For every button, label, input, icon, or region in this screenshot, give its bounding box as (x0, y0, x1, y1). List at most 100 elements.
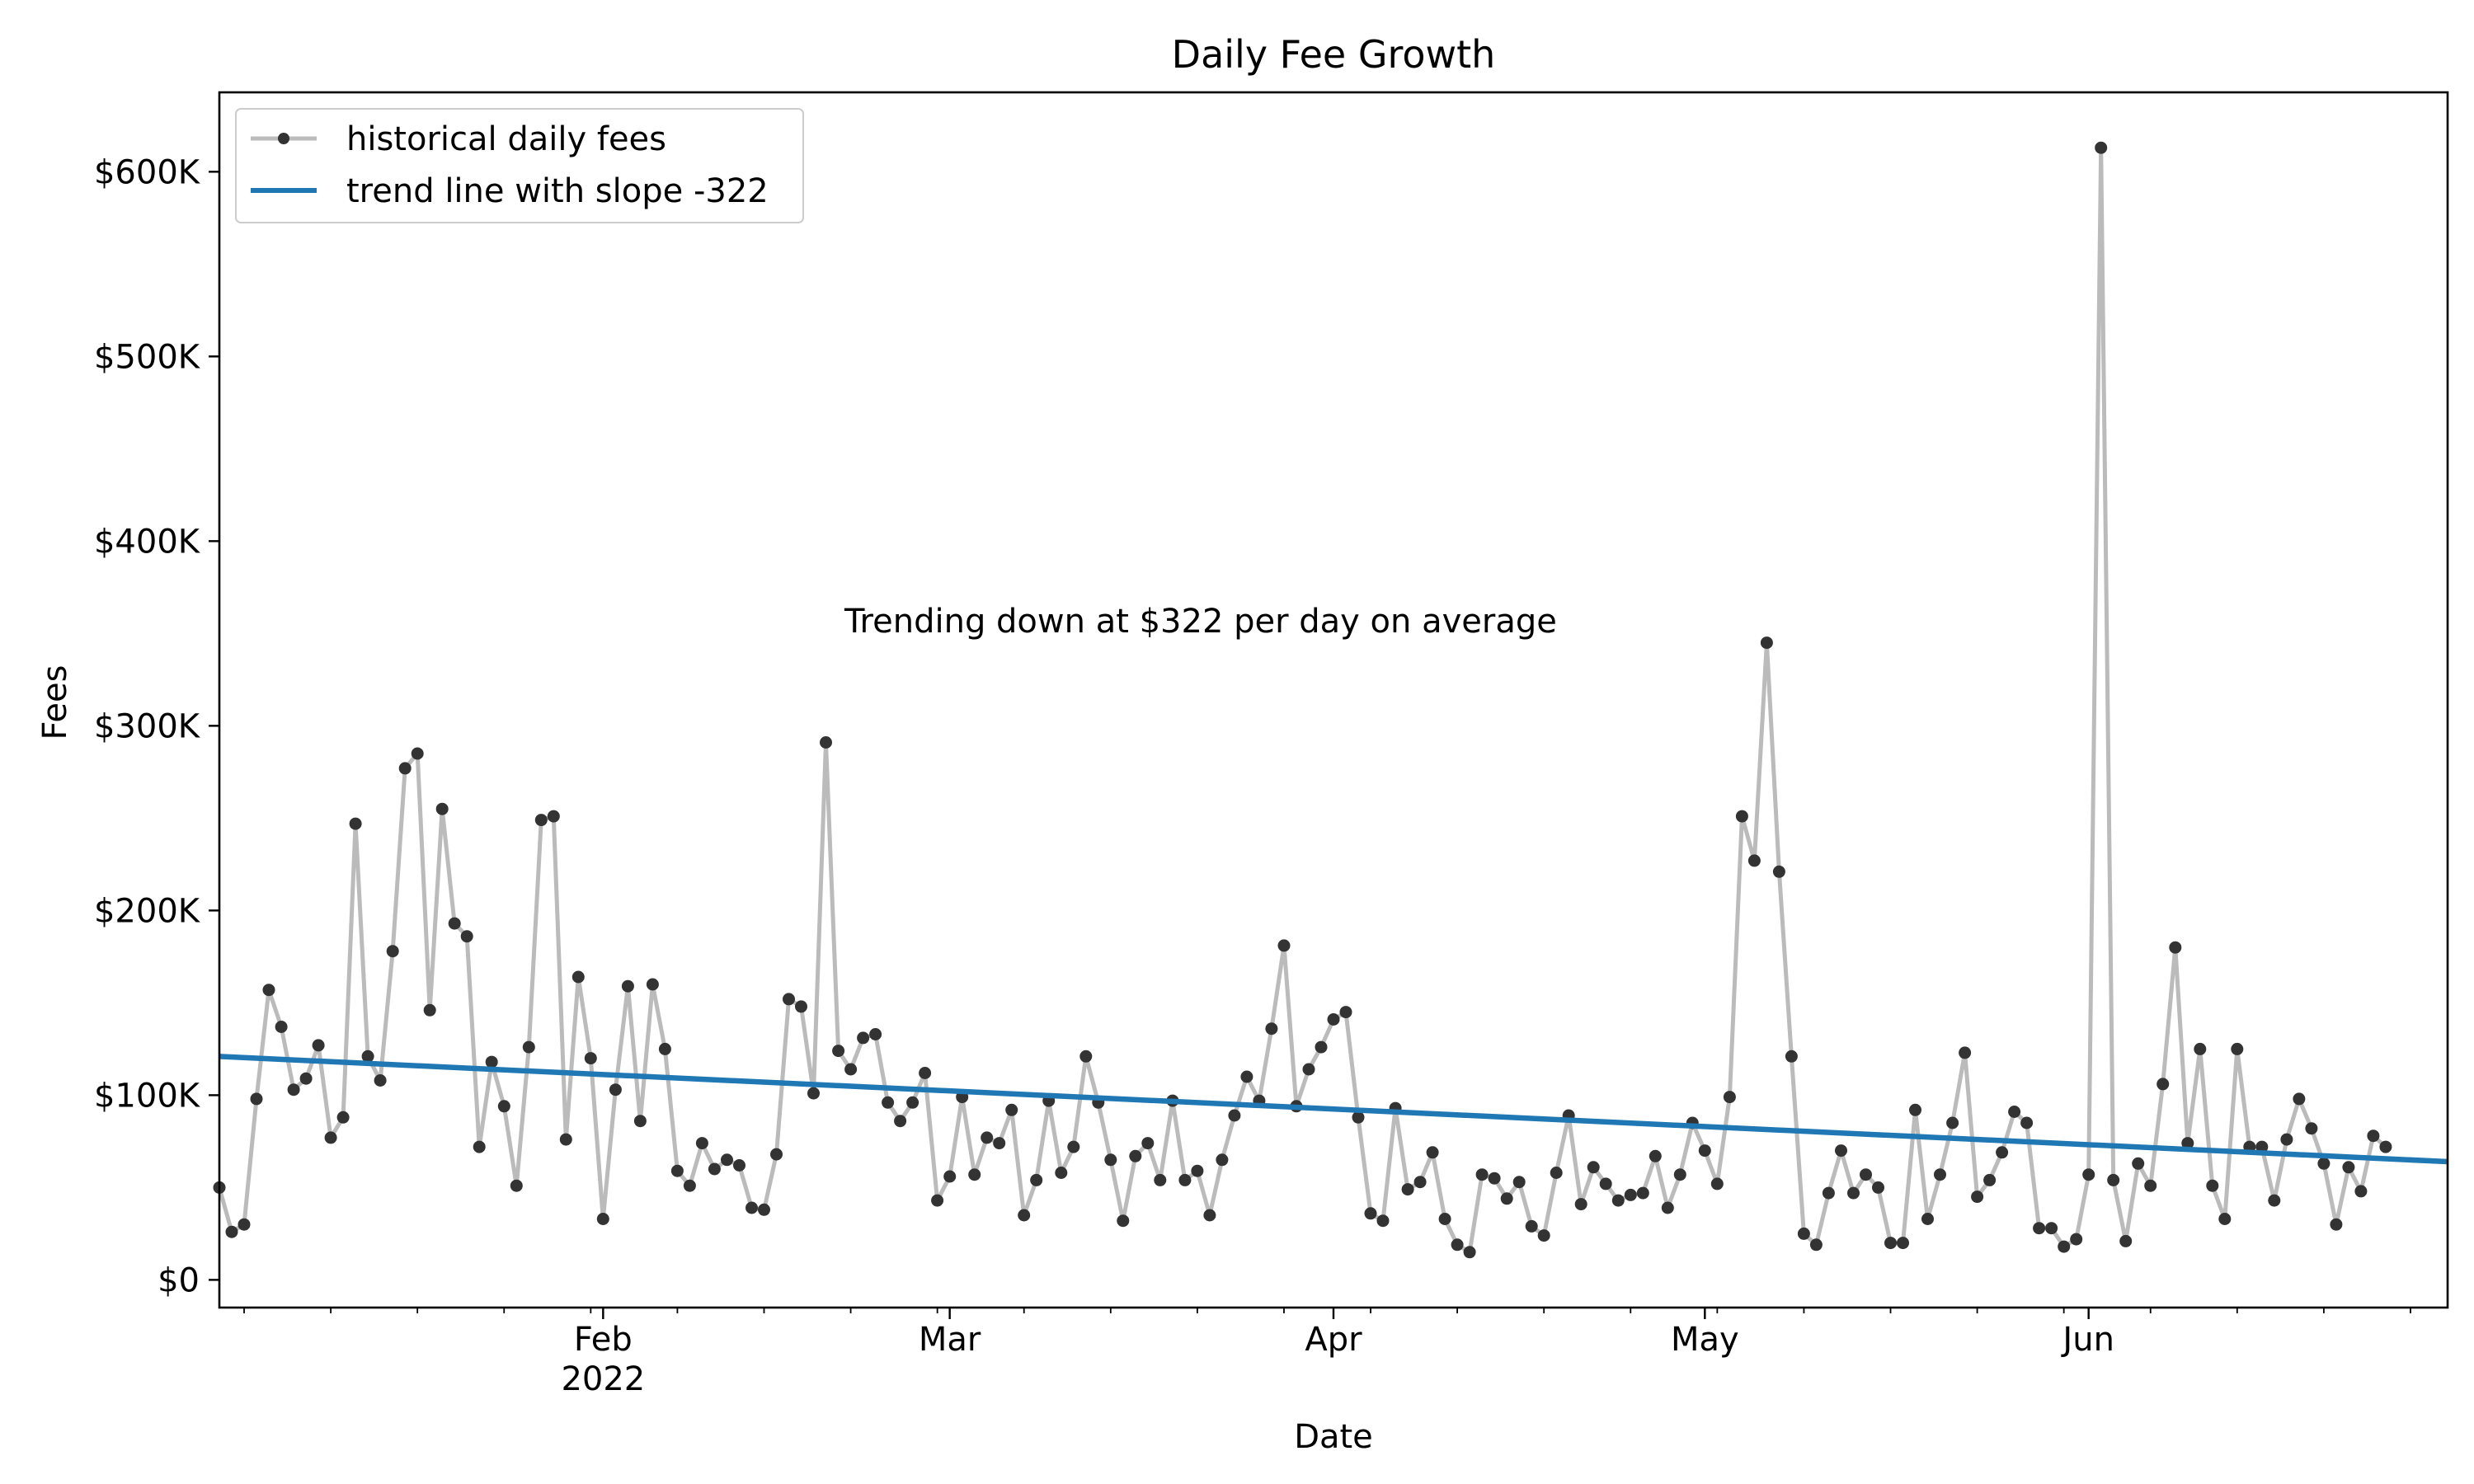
data-point (832, 1045, 845, 1058)
data-point (435, 802, 449, 815)
data-point (2367, 1129, 2380, 1143)
data-point (1574, 1198, 1587, 1211)
x-axis-label: Date (1294, 1418, 1373, 1456)
data-point (2033, 1222, 2046, 1235)
data-point (1723, 1091, 1736, 1104)
data-point (1760, 636, 1773, 650)
data-point (423, 1003, 436, 1017)
data-point (869, 1028, 882, 1040)
data-point (1921, 1213, 1934, 1225)
y-tick-label: $200K (94, 892, 201, 930)
data-point (1636, 1186, 1649, 1200)
legend: historical daily fees trend line with sl… (235, 108, 804, 223)
data-point (1897, 1237, 1909, 1250)
data-point (1178, 1173, 1192, 1186)
data-point (1277, 939, 1291, 952)
data-point (1216, 1153, 1229, 1167)
x-tick-label: Apr (1305, 1321, 1362, 1359)
data-point (2181, 1137, 2194, 1150)
data-point (324, 1131, 337, 1144)
data-point (485, 1055, 498, 1068)
data-point (1154, 1173, 1167, 1186)
data-point (1265, 1022, 1278, 1036)
data-point (1710, 1177, 1724, 1190)
data-point (1302, 1063, 1315, 1076)
data-point (1599, 1177, 1612, 1190)
y-tick-label: $400K (94, 523, 201, 561)
data-point (1228, 1109, 1241, 1122)
data-point (670, 1164, 684, 1177)
data-point (770, 1148, 783, 1161)
data-point (559, 1133, 572, 1146)
data-point (981, 1131, 994, 1144)
data-point (1129, 1149, 1142, 1162)
data-point (1512, 1176, 1526, 1189)
data-point (1352, 1111, 1365, 1124)
data-point (1055, 1167, 1068, 1179)
trend-line (219, 1054, 2448, 1165)
data-point (1426, 1146, 1439, 1159)
data-point (2206, 1179, 2219, 1192)
data-point (1401, 1183, 1414, 1196)
data-point (1413, 1176, 1427, 1189)
data-point (2132, 1157, 2145, 1170)
data-point (522, 1040, 535, 1054)
data-point (2095, 141, 2108, 154)
data-point (857, 1031, 870, 1045)
data-point (1117, 1214, 1130, 1228)
data-point (708, 1162, 721, 1176)
data-point (596, 1213, 609, 1225)
data-point (795, 1000, 807, 1013)
data-point (1240, 1070, 1253, 1083)
data-point (1934, 1168, 1946, 1181)
data-point (882, 1096, 895, 1109)
data-point (2342, 1161, 2355, 1174)
data-point (1611, 1194, 1625, 1207)
data-point (993, 1137, 1006, 1150)
data-point (931, 1194, 944, 1207)
data-point (758, 1203, 770, 1216)
data-point (1327, 1013, 1340, 1026)
data-point (2379, 1140, 2392, 1153)
x-tick-label: Jun (2060, 1321, 2114, 1359)
data-point (534, 814, 548, 827)
x-tick-label: Feb (574, 1321, 633, 1359)
data-point (1822, 1186, 1835, 1200)
legend-marker-historical (278, 133, 289, 144)
data-point (2157, 1078, 2170, 1091)
data-point (2045, 1222, 2058, 1235)
data-point (1946, 1116, 1959, 1129)
data-point (1451, 1238, 1464, 1252)
y-tick-label: $0 (158, 1261, 200, 1299)
data-point (2255, 1140, 2269, 1153)
data-point (2268, 1194, 2281, 1207)
data-point (2194, 1042, 2207, 1055)
data-point (919, 1067, 932, 1079)
data-point (1735, 810, 1748, 823)
y-tick-label: $500K (94, 338, 201, 376)
y-axis-label: Fees (36, 665, 74, 740)
data-point (2070, 1233, 2083, 1246)
data-point (1996, 1146, 2009, 1159)
legend-label-trend: trend line with slope -322 (346, 172, 769, 210)
x-tick-label: May (1671, 1321, 1739, 1359)
data-point (1191, 1164, 1204, 1177)
data-point (733, 1159, 745, 1172)
data-point (1500, 1192, 1513, 1205)
data-point (262, 984, 275, 997)
y-tick-label: $100K (94, 1077, 201, 1115)
data-point (646, 978, 659, 991)
data-point (1809, 1238, 1823, 1252)
data-point (250, 1092, 263, 1106)
data-point (683, 1179, 696, 1192)
data-point (1203, 1209, 1216, 1222)
data-point (633, 1115, 647, 1128)
legend-box (235, 108, 804, 223)
data-point (1698, 1144, 1711, 1158)
data-point (2354, 1185, 2368, 1198)
data-point (844, 1063, 858, 1076)
annotation-text: Trending down at $322 per day on average (844, 603, 1557, 641)
